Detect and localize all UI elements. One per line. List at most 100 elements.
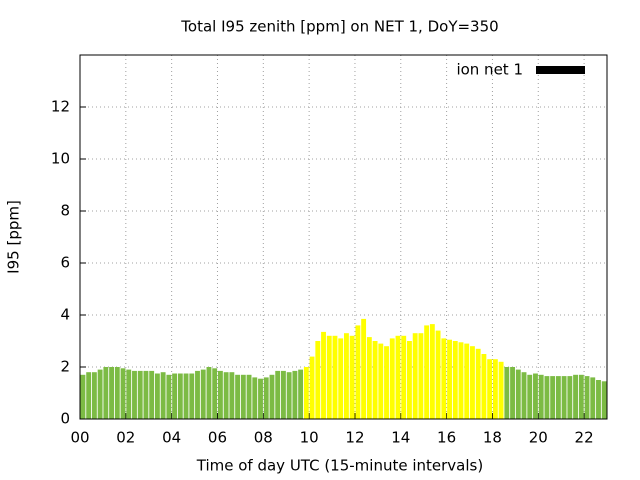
bar	[487, 359, 493, 419]
bar	[212, 368, 218, 419]
x-tick-label: 08	[254, 429, 273, 447]
bar	[515, 369, 521, 419]
bar	[578, 374, 584, 419]
y-tick-label: 6	[60, 254, 70, 272]
bar	[521, 372, 527, 419]
bar	[378, 343, 384, 419]
bar	[275, 370, 281, 419]
bar	[538, 374, 544, 419]
bar	[223, 372, 229, 419]
x-tick-label: 20	[529, 429, 548, 447]
x-tick-label: 00	[70, 429, 89, 447]
bar	[527, 374, 533, 419]
y-tick-label: 4	[60, 306, 70, 324]
bar	[154, 373, 160, 419]
x-tick-label: 14	[391, 429, 410, 447]
x-tick-label: 04	[162, 429, 181, 447]
bar	[258, 378, 263, 419]
x-tick-label: 02	[116, 429, 135, 447]
bar	[555, 376, 561, 419]
bar	[498, 361, 504, 419]
bar	[166, 374, 172, 419]
bar	[596, 380, 601, 419]
chart-title: Total I95 zenith [ppm] on NET 1, DoY=350	[180, 18, 498, 36]
bar	[126, 369, 132, 419]
bar	[435, 330, 441, 419]
bar	[103, 367, 109, 419]
bar	[114, 367, 120, 419]
bar	[91, 372, 97, 419]
y-tick-label: 0	[60, 410, 70, 428]
y-tick-label: 10	[51, 150, 70, 168]
bar	[217, 370, 223, 419]
legend-swatch	[536, 66, 585, 74]
bar	[384, 346, 389, 419]
bar	[86, 372, 92, 419]
bar	[309, 356, 315, 419]
bar	[229, 372, 235, 419]
bar	[567, 376, 573, 419]
x-tick-label: 12	[345, 429, 364, 447]
bar	[143, 370, 149, 419]
bar	[235, 374, 241, 419]
bar	[80, 374, 86, 419]
bar	[326, 335, 332, 419]
x-tick-label: 22	[575, 429, 594, 447]
bar	[464, 343, 470, 419]
bar	[389, 338, 395, 419]
bar	[269, 374, 275, 419]
legend-label: ion net 1	[456, 61, 523, 79]
bar	[458, 342, 464, 419]
bar	[137, 370, 143, 419]
y-tick-label: 12	[51, 98, 70, 116]
bar	[601, 381, 607, 419]
bar	[544, 376, 550, 419]
bar	[200, 369, 206, 419]
bar	[481, 354, 487, 419]
bar	[447, 339, 452, 419]
y-axis-label: I95 [ppm]	[5, 200, 23, 274]
bar	[418, 333, 424, 419]
bar	[533, 373, 538, 419]
y-tick-label: 8	[60, 202, 70, 220]
x-tick-label: 06	[208, 429, 227, 447]
bar	[475, 348, 481, 419]
bar	[441, 338, 447, 419]
bar	[286, 372, 292, 419]
bar	[195, 370, 200, 419]
plot-border	[79, 54, 608, 420]
bar	[573, 374, 578, 419]
bar	[561, 376, 567, 419]
bar	[120, 368, 126, 419]
bar	[206, 367, 212, 419]
bar	[177, 373, 183, 419]
bar	[132, 370, 137, 419]
bar	[292, 370, 298, 419]
bar	[349, 335, 355, 419]
bar	[240, 374, 246, 419]
bar	[470, 346, 475, 419]
bar	[366, 337, 372, 419]
bar	[246, 374, 252, 419]
bar	[372, 341, 378, 419]
bar	[401, 335, 407, 419]
bar	[183, 373, 189, 419]
y-tick-label: 2	[60, 358, 70, 376]
x-tick-label: 10	[300, 429, 319, 447]
bar	[504, 367, 510, 419]
bar	[424, 325, 430, 419]
bar	[315, 341, 321, 419]
bar	[412, 333, 418, 419]
bar	[160, 372, 166, 419]
bar	[252, 377, 258, 419]
bar	[407, 341, 412, 419]
bar	[355, 325, 361, 419]
bar	[149, 370, 155, 419]
bar	[510, 367, 515, 419]
bar	[550, 376, 556, 419]
bar	[590, 377, 596, 419]
bar	[280, 370, 286, 419]
bar	[452, 341, 458, 419]
